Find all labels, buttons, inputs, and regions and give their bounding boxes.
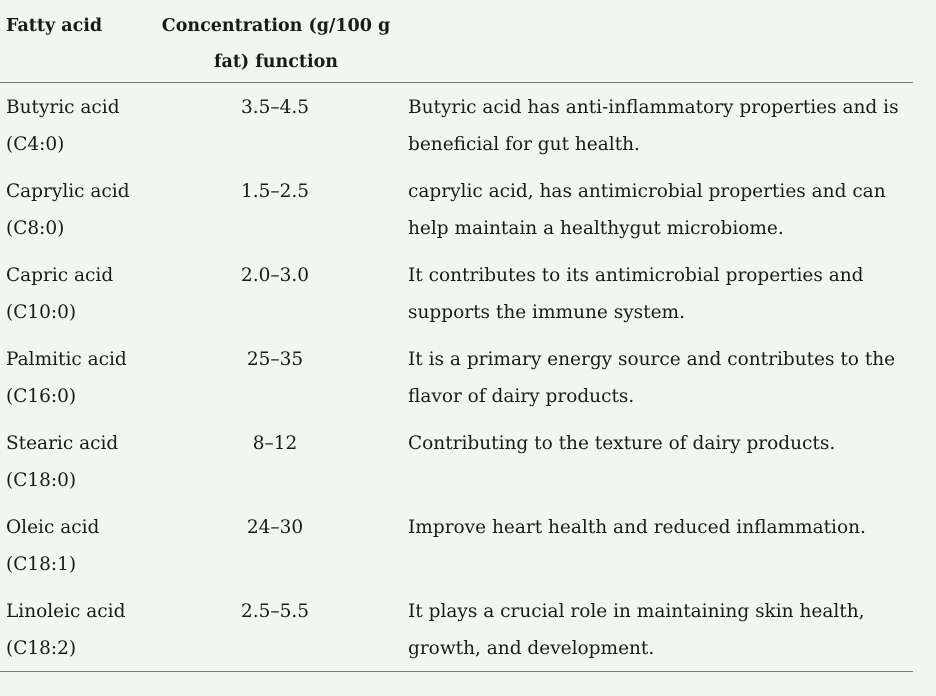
table-row: Caprylic acid (C8:0) 1.5–2.5 caprylic ac… (0, 167, 913, 251)
fatty-acid-name: Stearic acid (C18:0) (6, 425, 156, 499)
fatty-acid-code: (C16:0) (6, 386, 77, 407)
fatty-acid-name: Butyric acid (C4:0) (6, 89, 156, 163)
fatty-acid-label: Oleic acid (6, 517, 100, 538)
fatty-acid-name: Capric acid (C10:0) (6, 257, 156, 331)
fatty-acid-table: Fatty acid Concentration (g/100 g fat) f… (0, 0, 913, 672)
function-line: supports the immune system. (408, 302, 685, 323)
function-text: Improve heart health and reduced inflamm… (408, 509, 908, 546)
fatty-acid-name: Palmitic acid (C16:0) (6, 341, 156, 415)
table-header: Fatty acid Concentration (g/100 g fat) f… (0, 0, 913, 83)
function-line: beneficial for gut health. (408, 134, 640, 155)
fatty-acid-code: (C4:0) (6, 134, 65, 155)
header-concentration-line2: fat) function (213, 52, 339, 72)
function-line: It is a primary energy source and contri… (408, 349, 896, 370)
table-row: Butyric acid (C4:0) 3.5–4.5 Butyric acid… (0, 83, 913, 167)
fatty-acid-label: Palmitic acid (6, 349, 127, 370)
fatty-acid-code: (C10:0) (6, 302, 77, 323)
fatty-acid-code: (C8:0) (6, 218, 65, 239)
fatty-acid-name: Oleic acid (C18:1) (6, 509, 156, 583)
function-line: It plays a crucial role in maintaining s… (408, 601, 865, 622)
fatty-acid-name: Caprylic acid (C8:0) (6, 173, 156, 247)
function-line: Butyric acid has anti-inflammatory prope… (408, 97, 899, 118)
function-text: It is a primary energy source and contri… (408, 341, 908, 415)
concentration-value: 2.5–5.5 (240, 601, 310, 622)
concentration-value: 2.0–3.0 (240, 265, 310, 286)
header-concentration: Concentration (g/100 g fat) function (155, 8, 397, 80)
table-row: Stearic acid (C18:0) 8–12 Contributing t… (0, 419, 913, 503)
table-row: Capric acid (C10:0) 2.0–3.0 It contribut… (0, 251, 913, 335)
function-line: Contributing to the texture of dairy pro… (408, 433, 836, 454)
concentration-value: 25–35 (246, 349, 304, 370)
fatty-acid-label: Capric acid (6, 265, 114, 286)
fatty-acid-code: (C18:2) (6, 638, 77, 659)
table-row: Palmitic acid (C16:0) 25–35 It is a prim… (0, 335, 913, 419)
concentration-value: 1.5–2.5 (240, 181, 310, 202)
function-text: caprylic acid, has antimicrobial propert… (408, 173, 908, 247)
fatty-acid-code: (C18:1) (6, 554, 77, 575)
concentration-value: 8–12 (252, 433, 298, 454)
function-line: help maintain a healthygut microbiome. (408, 218, 784, 239)
fatty-acid-label: Stearic acid (6, 433, 119, 454)
function-line: It contributes to its antimicrobial prop… (408, 265, 864, 286)
function-line: caprylic acid, has antimicrobial propert… (408, 181, 886, 202)
concentration-value: 24–30 (246, 517, 304, 538)
fatty-acid-code: (C18:0) (6, 470, 77, 491)
function-text: It contributes to its antimicrobial prop… (408, 257, 908, 331)
header-concentration-line1: Concentration (g/100 g (161, 16, 391, 36)
fatty-acid-label: Linoleic acid (6, 601, 126, 622)
function-text: Butyric acid has anti-inflammatory prope… (408, 89, 908, 163)
table-row: Linoleic acid (C18:2) 2.5–5.5 It plays a… (0, 587, 913, 672)
function-line: flavor of dairy products. (408, 386, 635, 407)
function-line: growth, and development. (408, 638, 655, 659)
fatty-acid-name: Linoleic acid (C18:2) (6, 593, 156, 667)
function-text: It plays a crucial role in maintaining s… (408, 593, 908, 667)
concentration-value: 3.5–4.5 (240, 97, 310, 118)
header-fatty-acid: Fatty acid (6, 16, 103, 36)
fatty-acid-label: Caprylic acid (6, 181, 130, 202)
function-line: Improve heart health and reduced inflamm… (408, 517, 866, 538)
table-row: Oleic acid (C18:1) 24–30 Improve heart h… (0, 503, 913, 587)
function-text: Contributing to the texture of dairy pro… (408, 425, 908, 462)
fatty-acid-label: Butyric acid (6, 97, 120, 118)
